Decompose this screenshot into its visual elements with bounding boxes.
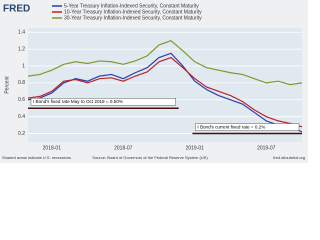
y-axis-label: Percent	[4, 76, 10, 94]
x-tick-label: 2018-01	[43, 145, 62, 151]
annotation-box	[195, 123, 300, 131]
annotation-text: I Bond's fixed rate May to Oct 2019 = 0.…	[33, 99, 123, 104]
x-tick-label: 2019-07	[257, 145, 276, 151]
x-tick-label: 2019-01	[186, 145, 205, 151]
series-line	[27, 39, 303, 86]
x-tick-label: 2018-07	[114, 145, 133, 151]
y-tick-label: 1.4	[18, 30, 25, 36]
logo: FRED	[3, 4, 30, 15]
annotation-box	[30, 98, 176, 106]
y-tick-label: 0.2	[18, 131, 25, 137]
chart: FRED Percent Shaded areas indicate U.S. …	[0, 0, 308, 163]
y-tick-label: 1.2	[18, 46, 25, 52]
annotation-text: I Bond's current fixed rate = 0.2%	[197, 124, 265, 129]
y-tick-label: 0.8	[18, 80, 25, 86]
legend-label: 5-Year Treasury Inflation-Indexed Securi…	[64, 3, 199, 9]
legend-label: 10-Year Treasury Inflation-Indexed Secur…	[64, 9, 202, 15]
series-line	[27, 56, 303, 128]
legend-label: 30-Year Treasury Inflation-Indexed Secur…	[64, 15, 202, 21]
y-tick-label: 1	[22, 63, 25, 69]
plot-area	[28, 28, 302, 142]
footer: Shaded areas indicate U.S. recessions	[2, 155, 71, 160]
footer: fred.stlouisfed.org	[273, 155, 305, 160]
footer: Source: Board of Governors of the Federa…	[92, 155, 208, 160]
y-tick-label: 0.6	[18, 97, 25, 103]
y-tick-label: 0.4	[18, 114, 25, 120]
